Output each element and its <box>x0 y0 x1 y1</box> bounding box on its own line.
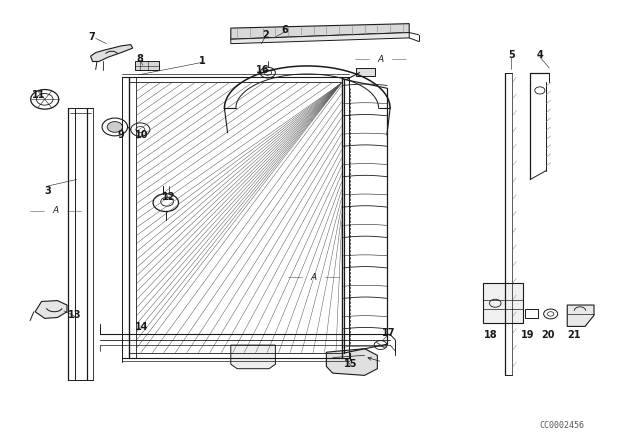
Text: 16: 16 <box>256 65 269 75</box>
Polygon shape <box>231 24 409 39</box>
Polygon shape <box>231 345 275 369</box>
Polygon shape <box>567 305 594 327</box>
Text: 1: 1 <box>199 56 205 66</box>
Text: 9: 9 <box>118 130 125 140</box>
Text: 14: 14 <box>135 322 148 332</box>
Circle shape <box>107 121 122 132</box>
Bar <box>483 283 523 323</box>
Text: 12: 12 <box>161 192 175 202</box>
Text: 19: 19 <box>521 330 534 340</box>
Text: 5: 5 <box>508 50 515 60</box>
Polygon shape <box>231 33 409 44</box>
Polygon shape <box>35 301 67 319</box>
Text: 17: 17 <box>382 328 396 338</box>
Text: 7: 7 <box>88 32 95 42</box>
Polygon shape <box>91 44 132 61</box>
Text: 6: 6 <box>282 26 289 35</box>
Text: 11: 11 <box>31 90 45 100</box>
Text: 2: 2 <box>262 30 269 40</box>
Polygon shape <box>326 349 378 375</box>
Text: CC0002456: CC0002456 <box>540 421 585 430</box>
Text: 4: 4 <box>536 50 543 60</box>
Text: A: A <box>52 206 59 215</box>
Bar <box>356 68 376 76</box>
Text: 18: 18 <box>484 330 497 340</box>
Bar <box>525 310 538 319</box>
Bar <box>135 60 159 70</box>
Text: A: A <box>310 273 317 282</box>
Text: 8: 8 <box>137 54 144 64</box>
Text: 20: 20 <box>541 330 555 340</box>
Text: A: A <box>378 55 383 64</box>
Text: 21: 21 <box>567 330 580 340</box>
Text: 15: 15 <box>344 359 357 369</box>
Text: 13: 13 <box>68 310 81 320</box>
Text: 10: 10 <box>135 130 148 140</box>
Text: 3: 3 <box>44 185 51 196</box>
